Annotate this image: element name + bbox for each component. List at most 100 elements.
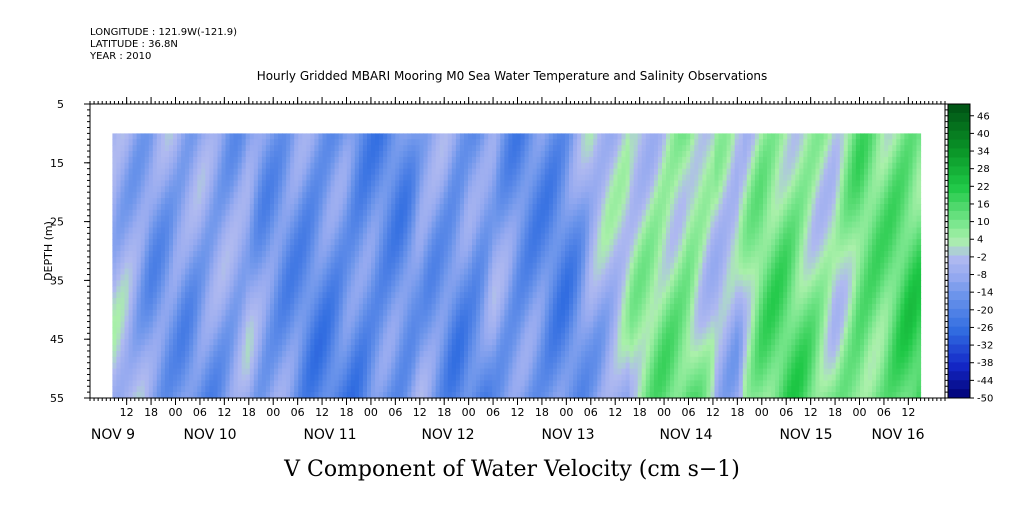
heatmap-cell (306, 151, 311, 158)
heatmap-cell (294, 198, 299, 205)
heatmap-cell (112, 145, 117, 152)
heatmap-cell (451, 309, 457, 317)
heatmap-cell (403, 245, 408, 252)
heatmap-cell (290, 186, 295, 193)
heatmap-cell (516, 268, 522, 276)
heatmap-cell (367, 327, 372, 334)
heatmap-cell (169, 380, 174, 387)
heatmap-cell (504, 327, 509, 334)
heatmap-cell (464, 368, 469, 376)
heatmap-cell (148, 139, 154, 146)
heatmap-cell (358, 368, 364, 376)
heatmap-cell (500, 227, 505, 234)
heatmap-cell (148, 239, 154, 246)
heatmap-cell (472, 315, 477, 323)
heatmap-cell (177, 333, 182, 340)
heatmap-cell (387, 162, 392, 170)
heatmap-cell (326, 345, 332, 352)
heatmap-cell (516, 192, 522, 199)
heatmap-cell (282, 380, 287, 387)
heatmap-cell (120, 374, 126, 381)
heatmap-cell (193, 374, 198, 381)
heatmap-cell (120, 233, 126, 240)
heatmap-cell (274, 315, 279, 323)
heatmap-cell (504, 145, 509, 152)
heatmap-cell (375, 168, 380, 176)
heatmap-cell (286, 221, 291, 229)
heatmap-cell (395, 262, 400, 270)
heatmap-cell (512, 145, 517, 152)
heatmap-cell (488, 268, 493, 276)
heatmap-cell (185, 174, 190, 182)
heatmap-cell (302, 392, 307, 399)
heatmap-cell (419, 309, 425, 317)
heatmap-cell (290, 362, 295, 370)
heatmap-cell (451, 162, 457, 170)
heatmap-cell (221, 292, 227, 299)
heatmap-cell (274, 274, 279, 281)
heatmap-cell (350, 209, 356, 217)
heatmap-cell (120, 156, 126, 164)
heatmap-cell (136, 174, 142, 182)
heatmap-cell (120, 151, 126, 158)
heatmap-cell (358, 392, 364, 399)
heatmap-cell (318, 233, 324, 240)
heatmap-cell (298, 321, 303, 329)
heatmap-cell (500, 274, 505, 281)
heatmap-cell (536, 280, 542, 287)
heatmap-cell (488, 351, 493, 358)
heatmap-cell (342, 251, 348, 258)
heatmap-cell (552, 162, 558, 170)
heatmap-cell (391, 274, 396, 281)
heatmap-cell (516, 274, 522, 281)
heatmap-cell (282, 256, 287, 264)
heatmap-cell (274, 239, 279, 246)
heatmap-cell (532, 221, 538, 229)
heatmap-cell (552, 233, 558, 240)
heatmap-cell (201, 356, 206, 364)
heatmap-cell (536, 133, 542, 140)
heatmap-cell (185, 280, 190, 287)
heatmap-cell (395, 162, 400, 170)
heatmap-cell (524, 192, 530, 199)
heatmap-cell (302, 239, 307, 246)
heatmap-cell (504, 280, 509, 287)
heatmap-cell (270, 356, 275, 364)
heatmap-cell (500, 286, 505, 293)
heatmap-cell (253, 374, 259, 381)
heatmap-cell (500, 298, 505, 305)
heatmap-cell (152, 292, 158, 299)
heatmap-cell (472, 256, 477, 264)
heatmap-cell (500, 268, 505, 276)
heatmap-cell (552, 239, 558, 246)
heatmap-cell (156, 221, 162, 229)
heatmap-cell (213, 162, 218, 170)
heatmap-cell (358, 186, 364, 193)
heatmap-cell (407, 251, 412, 258)
heatmap-cell (399, 209, 404, 217)
heatmap-cell (249, 192, 255, 199)
heatmap-cell (435, 368, 441, 376)
heatmap-cell (132, 174, 138, 182)
heatmap-cell (156, 392, 162, 399)
heatmap-cell (156, 315, 162, 323)
heatmap-cell (181, 168, 186, 176)
heatmap-cell (504, 204, 509, 211)
heatmap-cell (464, 233, 469, 240)
heatmap-cell (387, 345, 392, 352)
heatmap-cell (310, 239, 315, 246)
heatmap-cell (205, 309, 210, 317)
heatmap-cell (464, 356, 469, 364)
heatmap-cell (532, 227, 538, 234)
heatmap-cell (136, 292, 142, 299)
heatmap-cell (496, 251, 501, 258)
heatmap-cell (464, 239, 469, 246)
heatmap-cell (504, 292, 509, 299)
heatmap-cell (294, 239, 299, 246)
heatmap-cell (140, 274, 146, 281)
heatmap-cell (185, 262, 190, 270)
heatmap-cell (306, 186, 311, 193)
heatmap-cell (346, 186, 352, 193)
heatmap-cell (209, 362, 214, 370)
heatmap-cell (387, 233, 392, 240)
